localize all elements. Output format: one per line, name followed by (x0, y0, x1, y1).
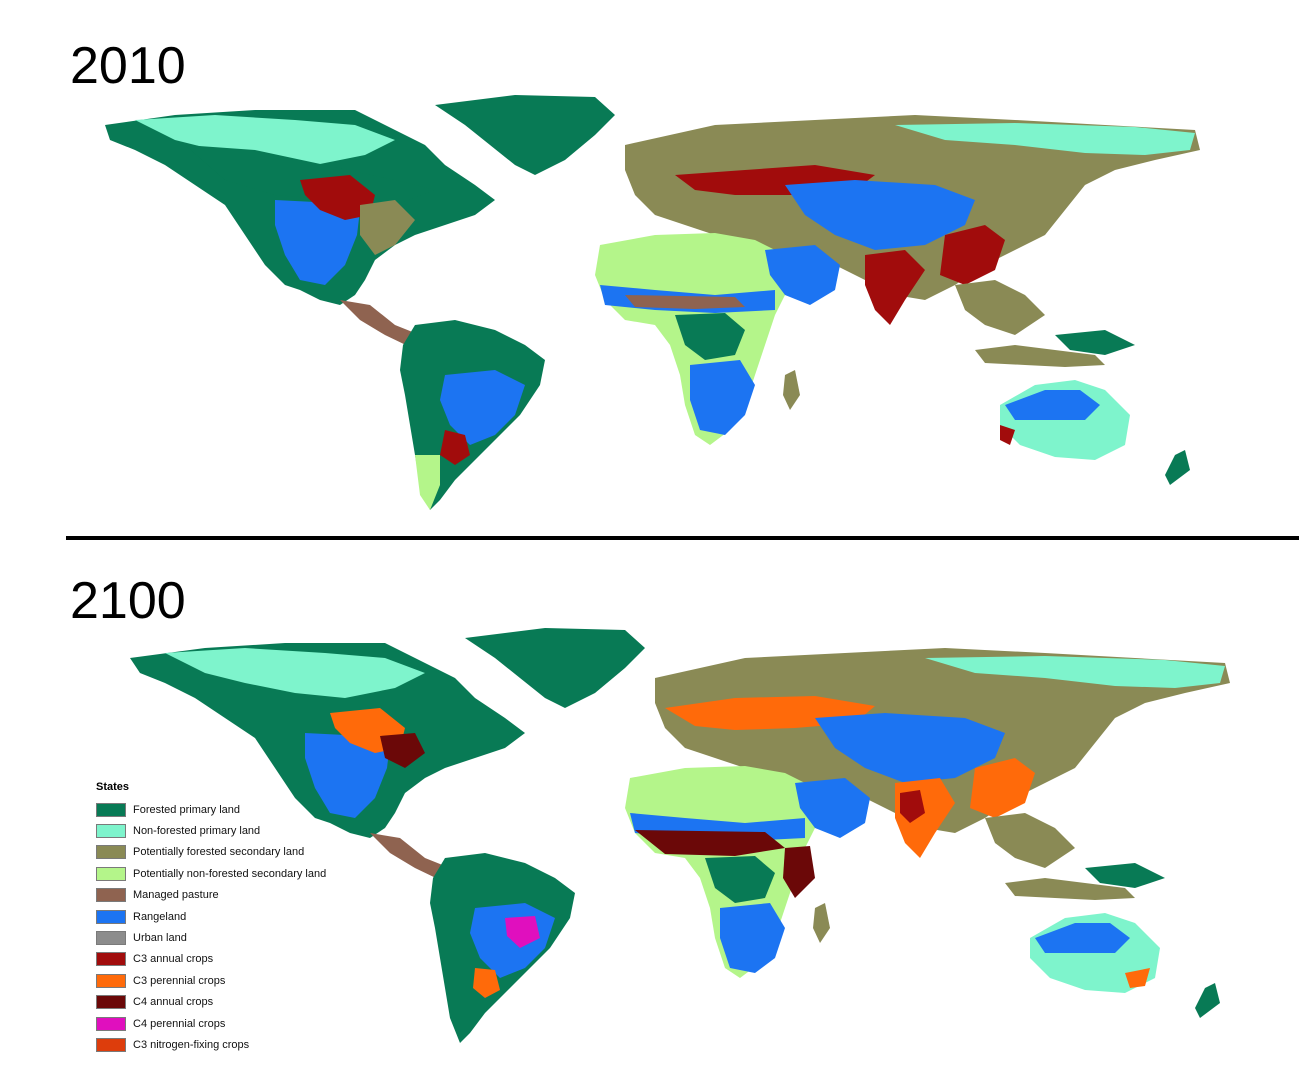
india-c4 (900, 790, 925, 823)
legend-label: Managed pasture (133, 889, 219, 902)
panel-divider (66, 536, 1299, 540)
congo-forest (705, 856, 775, 903)
legend-item: Potentially non-forested secondary land (96, 863, 366, 884)
world-land-use-map-2010 (105, 95, 1200, 510)
central-asia-rangeland (815, 713, 1005, 783)
legend-swatch (96, 802, 126, 817)
southern-africa-rangeland (690, 360, 755, 435)
usa-cropland (300, 175, 375, 220)
legend-label: C4 annual crops (133, 996, 214, 1009)
legend-swatch (96, 824, 126, 839)
legend-swatch (96, 973, 126, 988)
legend-label: Potentially forested secondary land (133, 846, 305, 859)
siberia-tundra (925, 656, 1225, 688)
central-america (340, 300, 425, 347)
australia-rangeland (1005, 390, 1100, 420)
legend-label: Potentially non-forested secondary land (133, 867, 327, 880)
madagascar (783, 370, 800, 410)
new-zealand (1165, 450, 1190, 485)
legend-item: C3 perennial crops (96, 970, 366, 991)
usa-rangeland (275, 200, 360, 285)
sa-south (415, 455, 440, 510)
sa-c4-perennial (505, 916, 540, 948)
usa-c4-annual (380, 733, 425, 768)
congo-forest (675, 313, 745, 360)
arabia (795, 778, 870, 838)
legend-label: C3 annual crops (133, 953, 214, 966)
canada-tundra (165, 648, 425, 698)
india (865, 250, 925, 325)
china-east (970, 758, 1035, 818)
legend-swatch (96, 909, 126, 924)
legend-title: States (96, 781, 130, 793)
legend-swatch (96, 1037, 126, 1052)
legend-item: Rangeland (96, 906, 366, 927)
legend-label: Forested primary land (133, 803, 240, 816)
new-guinea (1085, 863, 1165, 888)
sa-rangeland (440, 370, 525, 445)
legend-swatch (96, 952, 126, 967)
legend-swatch (96, 1016, 126, 1031)
legend: States Forested primary land Non-forested… (96, 781, 366, 1056)
legend-item: C3 annual crops (96, 949, 366, 970)
legend-item: C3 nitrogen-fixing crops (96, 1034, 366, 1055)
legend-label: C4 perennial crops (133, 1017, 226, 1030)
southeast-asia (955, 280, 1045, 335)
legend-item: C4 perennial crops (96, 1013, 366, 1034)
legend-item: Managed pasture (96, 885, 366, 906)
greenland (465, 628, 645, 708)
panel-title-2010: 2010 (70, 37, 186, 95)
greenland (435, 95, 615, 175)
australia-cropland (1000, 425, 1015, 445)
legend-swatch (96, 931, 126, 946)
legend-label: Urban land (133, 932, 187, 945)
legend-swatch (96, 888, 126, 903)
east-africa-c4 (783, 846, 815, 898)
legend-swatch (96, 995, 126, 1010)
australia-rangeland (1035, 923, 1130, 953)
southeast-asia (985, 813, 1075, 868)
legend-label: Non-forested primary land (133, 825, 261, 838)
legend-label: C3 perennial crops (133, 974, 226, 987)
legend-label: Rangeland (133, 910, 187, 923)
new-zealand (1195, 983, 1220, 1018)
usa-rangeland (305, 733, 390, 818)
legend-label: C3 nitrogen-fixing crops (133, 1038, 250, 1051)
world-land-use-map-2100 (130, 628, 1230, 1043)
usa-east-secondary (360, 200, 415, 255)
central-asia-rangeland (785, 180, 975, 250)
central-america (370, 833, 455, 880)
legend-item: Urban land (96, 927, 366, 948)
panel-title-2100: 2100 (70, 572, 186, 630)
legend-item: Forested primary land (96, 799, 366, 820)
indonesia (975, 345, 1105, 367)
legend-item: Non-forested primary land (96, 820, 366, 841)
canadian-forest (185, 145, 435, 205)
southern-africa-rangeland (720, 903, 785, 973)
indonesia (1005, 878, 1135, 900)
china-east (940, 225, 1005, 285)
sa-perennial (473, 968, 500, 998)
arabia (765, 245, 840, 305)
sa-cropland (440, 430, 470, 465)
canada-tundra (135, 115, 395, 165)
sahel-c4 (635, 830, 785, 856)
australia-perennial (1125, 968, 1150, 988)
legend-item: Potentially forested secondary land (96, 842, 366, 863)
legend-swatch (96, 866, 126, 881)
new-guinea (1055, 330, 1135, 355)
legend-item: C4 annual crops (96, 992, 366, 1013)
madagascar (813, 903, 830, 943)
siberia-tundra (895, 123, 1195, 155)
legend-swatch (96, 845, 126, 860)
sahel-pasture (625, 295, 745, 309)
